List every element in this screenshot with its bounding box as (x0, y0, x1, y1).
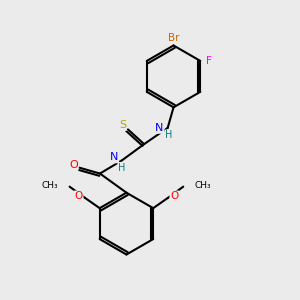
Text: S: S (119, 120, 126, 130)
Text: F: F (206, 56, 212, 66)
Text: O: O (69, 160, 78, 170)
Text: N: N (110, 152, 118, 162)
Text: H: H (166, 130, 173, 140)
Text: N: N (155, 123, 164, 133)
Text: O: O (170, 191, 178, 201)
Text: CH₃: CH₃ (42, 181, 58, 190)
Text: O: O (74, 191, 83, 201)
Text: Br: Br (168, 33, 179, 43)
Text: H: H (118, 163, 126, 173)
Text: CH₃: CH₃ (194, 181, 211, 190)
